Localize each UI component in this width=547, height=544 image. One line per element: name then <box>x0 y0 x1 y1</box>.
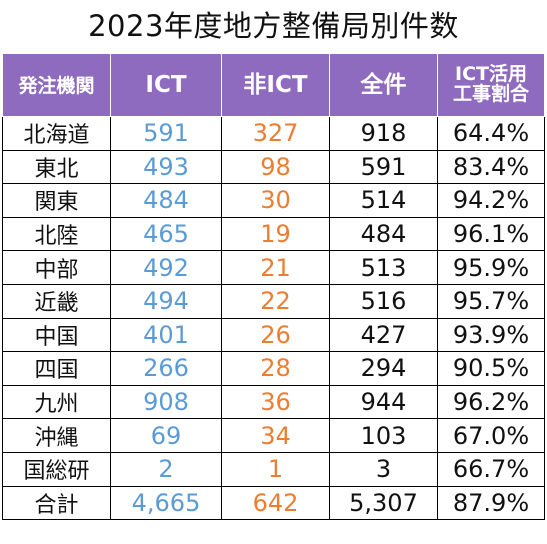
total-count-cell: 294 <box>329 351 438 386</box>
header-ict-rate: ICT活用 工事割合 <box>437 53 545 117</box>
ict-rate-cell: 67.0% <box>437 418 545 453</box>
total-count-cell: 944 <box>329 384 438 420</box>
header-non-ict: 非ICT <box>221 53 330 117</box>
ict-count-cell: 493 <box>110 149 222 185</box>
ict-rate-cell: 94.2% <box>437 183 545 218</box>
table-row: 中国 401 26 427 93.9% <box>2 317 545 353</box>
total-count-cell: 918 <box>329 116 438 151</box>
table-row: 四国 266 28 294 90.5% <box>2 351 545 386</box>
header-total: 全件 <box>329 53 438 117</box>
total-count-cell: 513 <box>329 250 438 285</box>
non-ict-count-cell: 22 <box>221 283 330 319</box>
non-ict-count-cell: 28 <box>221 351 330 386</box>
non-ict-count-cell: 327 <box>221 116 330 151</box>
table-header-row: 発注機関 ICT 非ICT 全件 ICT活用 工事割合 <box>2 53 545 117</box>
ict-rate-cell: 66.7% <box>437 451 545 487</box>
total-count-cell: 103 <box>329 418 438 453</box>
ict-count-cell: 4,665 <box>110 485 222 521</box>
non-ict-count-cell: 26 <box>221 317 330 353</box>
region-cell: 国総研 <box>2 451 111 487</box>
non-ict-count-cell: 1 <box>221 451 330 487</box>
ict-rate-cell: 96.1% <box>437 216 545 252</box>
non-ict-count-cell: 98 <box>221 149 330 185</box>
table-row: 沖縄 69 34 103 67.0% <box>2 418 545 453</box>
region-cell: 東北 <box>2 149 111 185</box>
ict-rate-cell: 90.5% <box>437 351 545 386</box>
region-cell: 関東 <box>2 183 111 218</box>
region-cell: 中部 <box>2 250 111 285</box>
total-count-cell: 484 <box>329 216 438 252</box>
ict-rate-cell: 93.9% <box>437 317 545 353</box>
region-cell: 北陸 <box>2 216 111 252</box>
ict-rate-cell: 96.2% <box>437 384 545 420</box>
ict-count-cell: 266 <box>110 351 222 386</box>
table-row: 近畿 494 22 516 95.7% <box>2 283 545 319</box>
ict-count-cell: 484 <box>110 183 222 218</box>
non-ict-count-cell: 21 <box>221 250 330 285</box>
ict-count-cell: 465 <box>110 216 222 252</box>
non-ict-count-cell: 30 <box>221 183 330 218</box>
non-ict-count-cell: 642 <box>221 485 330 521</box>
region-cell: 合計 <box>2 485 111 521</box>
ict-count-cell: 492 <box>110 250 222 285</box>
non-ict-count-cell: 34 <box>221 418 330 453</box>
table-row: 中部 492 21 513 95.9% <box>2 250 545 285</box>
total-count-cell: 514 <box>329 183 438 218</box>
total-count-cell: 5,307 <box>329 485 438 521</box>
region-cell: 近畿 <box>2 283 111 319</box>
total-count-cell: 3 <box>329 451 438 487</box>
ict-rate-cell: 83.4% <box>437 149 545 185</box>
table-body: 北海道 591 327 918 64.4% 東北 493 98 591 83.4% 関東 484 30 5… <box>2 116 545 521</box>
ict-rate-cell: 95.7% <box>437 283 545 319</box>
header-ict: ICT <box>110 53 222 117</box>
region-cell: 四国 <box>2 351 111 386</box>
ict-count-cell: 908 <box>110 384 222 420</box>
page-title: 2023年度地方整備局別件数 <box>88 9 459 43</box>
region-cell: 九州 <box>2 384 111 420</box>
table-row: 合計 4,665 642 5,307 87.9% <box>2 485 545 521</box>
region-cell: 中国 <box>2 317 111 353</box>
table-row: 国総研 2 1 3 66.7% <box>2 451 545 487</box>
ict-count-cell: 591 <box>110 116 222 151</box>
total-count-cell: 516 <box>329 283 438 319</box>
regional-count-table: 発注機関 ICT 非ICT 全件 ICT活用 工事割合 北海道 591 327 918… <box>2 53 545 521</box>
ict-count-cell: 401 <box>110 317 222 353</box>
total-count-cell: 591 <box>329 149 438 185</box>
non-ict-count-cell: 36 <box>221 384 330 420</box>
ict-count-cell: 494 <box>110 283 222 319</box>
table-row: 九州 908 36 944 96.2% <box>2 384 545 420</box>
ict-count-cell: 2 <box>110 451 222 487</box>
non-ict-count-cell: 19 <box>221 216 330 252</box>
table-row: 北海道 591 327 918 64.4% <box>2 116 545 151</box>
ict-count-cell: 69 <box>110 418 222 453</box>
header-ict-rate-line2: 工事割合 <box>452 83 529 105</box>
table-row: 北陸 465 19 484 96.1% <box>2 216 545 252</box>
header-region: 発注機関 <box>2 53 111 117</box>
table-row: 関東 484 30 514 94.2% <box>2 183 545 218</box>
region-cell: 北海道 <box>2 116 111 151</box>
ict-rate-cell: 64.4% <box>437 116 545 151</box>
header-ict-rate-line1: ICT活用 <box>455 63 527 86</box>
ict-rate-cell: 87.9% <box>437 485 545 521</box>
region-cell: 沖縄 <box>2 418 111 453</box>
header-region-label: 発注機関 <box>18 74 95 97</box>
table-row: 東北 493 98 591 83.4% <box>2 149 545 185</box>
ict-rate-cell: 95.9% <box>437 250 545 285</box>
total-count-cell: 427 <box>329 317 438 353</box>
